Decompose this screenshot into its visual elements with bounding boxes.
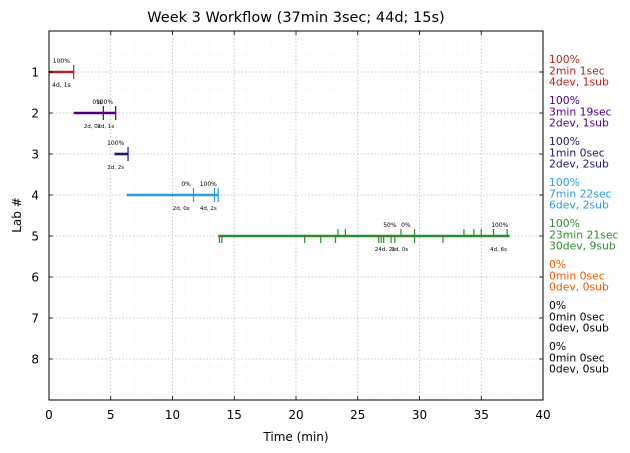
axes-layer: 0 5 10 15 20 25 30 35 40 1 2 3 4 5 6 7 8 xyxy=(31,30,551,422)
lab-1-annotation: 100% xyxy=(53,58,70,65)
lab-4-summary-line: 6dev, 2sub xyxy=(549,199,609,212)
y-tick-label: 8 xyxy=(31,353,39,367)
lab-5-summary-line: 30dev, 9sub xyxy=(549,240,616,253)
lab-7-summary-line: 0% xyxy=(549,299,566,312)
x-tick-label: 15 xyxy=(227,408,242,422)
lab-2-annotation: 2d, 1s xyxy=(97,124,114,130)
x-tick-label: 20 xyxy=(288,408,303,422)
lab-8-summary-line: 0dev, 0sub xyxy=(549,363,609,376)
lab-2-annotation: 100% xyxy=(96,99,113,106)
y-tick-label: 5 xyxy=(31,230,39,244)
y-tick-label: 7 xyxy=(31,312,39,326)
y-tick-label: 6 xyxy=(31,271,39,285)
lab-3-summary-line: 2dev, 2sub xyxy=(549,158,609,171)
y-tick-label: 1 xyxy=(31,66,39,80)
lab-8-summary-line: 0min 0sec xyxy=(549,351,605,364)
lab-5-annotation: 100% xyxy=(491,222,508,229)
lab-4-summary-line: 7min 22sec xyxy=(549,187,612,200)
x-tick-label: 10 xyxy=(165,408,180,422)
lab-5-annotation: 50% xyxy=(383,222,397,229)
lab-1-annotation: 4d, 1s xyxy=(52,82,70,89)
lab-3-summary-line: 100% xyxy=(549,135,580,148)
lab-2-summary-line: 3min 19sec xyxy=(549,105,612,118)
lab-1-summary-line: 4dev, 1sub xyxy=(549,76,609,89)
lab-5-annotation: 4d, 6s xyxy=(490,247,507,253)
lab-4-annotation: 0% xyxy=(181,181,191,188)
lab-2-summary-line: 100% xyxy=(549,94,580,107)
lab-5-annotation: 24d, 2s xyxy=(375,247,395,253)
plot-frame xyxy=(48,30,544,401)
x-axis-label: Time (min) xyxy=(262,430,328,444)
lab-5-summary-line: 23min 21sec xyxy=(549,228,619,241)
lab-6-summary-line: 0min 0sec xyxy=(549,269,605,282)
x-tick-label: 35 xyxy=(474,408,489,422)
y-tick-label: 3 xyxy=(31,148,39,162)
lab-4-annotation: 4d, 2s xyxy=(200,206,217,212)
grid-layer xyxy=(48,31,544,400)
lab-3-annotation: 100% xyxy=(107,140,124,147)
lab-2-annotation: 0% xyxy=(92,99,102,106)
lab-2-annotation: 2d, 0s xyxy=(84,124,101,130)
lab-5-annotation: 2d, 0s xyxy=(391,247,408,253)
x-tick-label: 5 xyxy=(107,408,115,422)
x-tick-label: 30 xyxy=(412,408,427,422)
lab-6-summary-line: 0dev, 0sub xyxy=(549,281,609,294)
lab-3-annotation: 2d, 2s xyxy=(107,165,124,171)
lab-6-summary-line: 0% xyxy=(549,258,566,271)
lab-1-summary-line: 100% xyxy=(549,53,580,66)
y-tick-label: 2 xyxy=(31,107,39,121)
lab-4-annotation: 100% xyxy=(200,181,217,188)
y-tick-label: 4 xyxy=(31,189,39,203)
chart-title: Week 3 Workflow (37min 3sec; 44d; 15s) xyxy=(147,10,444,26)
lab-1-summary-line: 2min 1sec xyxy=(549,64,605,77)
lab-3-summary-line: 1min 0sec xyxy=(549,146,605,159)
x-tick-label: 40 xyxy=(535,408,550,422)
lab-5-summary-line: 100% xyxy=(549,217,580,230)
lab-4-annotation: 2d, 0s xyxy=(173,206,190,212)
lab-7-summary-line: 0min 0sec xyxy=(549,310,605,323)
lab-4-summary-line: 100% xyxy=(549,176,580,189)
lab-7-summary-line: 0dev, 0sub xyxy=(549,322,609,335)
x-tick-label: 25 xyxy=(350,408,365,422)
lab-2-summary-line: 2dev, 1sub xyxy=(549,117,609,130)
y-axis-label: Lab # xyxy=(10,197,24,233)
x-tick-label: 0 xyxy=(45,408,53,422)
lab-5-annotation: 0% xyxy=(401,222,411,229)
lab-8-summary-line: 0% xyxy=(549,340,566,353)
